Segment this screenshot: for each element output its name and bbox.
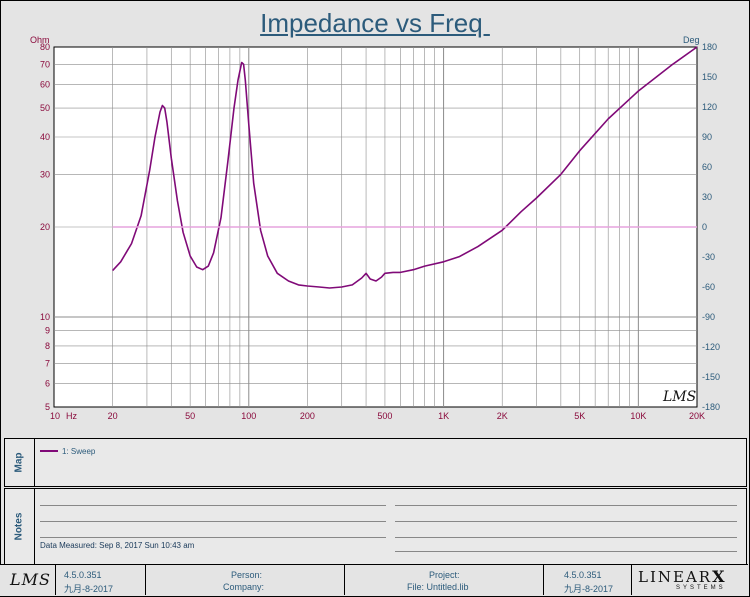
- y-left-tick-label: 60: [40, 79, 50, 89]
- x-tick-label: 1K: [438, 411, 449, 421]
- y-right-tick-label: 150: [702, 72, 717, 82]
- footer-bar: [0, 564, 748, 596]
- y-left-tick-label: 9: [45, 326, 50, 336]
- y-left-tick-label: 30: [40, 169, 50, 179]
- x-tick-label: 20: [108, 411, 118, 421]
- y-right-tick-label: 0: [702, 222, 707, 232]
- x-tick-label: 20K: [689, 411, 705, 421]
- y-right-tick-label: -60: [702, 282, 715, 292]
- y-right-tick-label: -120: [702, 342, 720, 352]
- linearx-logo: LINEARX SYSTEMS: [631, 565, 748, 595]
- note-line[interactable]: [40, 537, 386, 538]
- note-line[interactable]: [395, 551, 737, 552]
- notes-panel-label: Notes: [13, 512, 25, 541]
- chart-area: 5 6 7 8 9 10 20 30 40 50 60 70 80 180 150 120 90 60 30 0 -30…: [30, 35, 720, 421]
- legend-entry[interactable]: 1: Sweep: [40, 445, 95, 457]
- footer-project-cell: Project: File: Untitled.lib: [344, 565, 543, 595]
- y-left-tick-label: 70: [40, 59, 50, 69]
- footer-version-left: 4.5.0.351: [64, 570, 102, 580]
- y-left-tick-label: 7: [45, 358, 50, 368]
- note-line[interactable]: [395, 521, 737, 522]
- y-right-axis-label: Deg: [683, 35, 700, 45]
- y-right-tick-label: -150: [702, 372, 720, 382]
- y-left-tick-label: 40: [40, 132, 50, 142]
- x-tick-label: 5K: [574, 411, 585, 421]
- notes-panel: [4, 488, 747, 565]
- map-panel-label: Map: [13, 452, 25, 473]
- y-right-tick-label: -90: [702, 312, 715, 322]
- y-left-tick-label: 80: [40, 42, 50, 52]
- y-left-tick-label: 5: [45, 402, 50, 412]
- legend-label: 1: Sweep: [62, 446, 96, 456]
- person-label: Person:: [231, 570, 263, 580]
- footer-person-cell: Person: Company:: [145, 565, 344, 595]
- brand-subtitle: SYSTEMS: [676, 585, 726, 591]
- impedance-line: [112, 46, 698, 289]
- y-right-tick-label: 90: [702, 132, 712, 142]
- chart-title: Impedance vs Freq: [260, 8, 490, 38]
- x-unit-label: Hz: [66, 411, 77, 421]
- y-right-tick-label: 180: [702, 42, 717, 52]
- note-line[interactable]: [395, 537, 737, 538]
- x-tick-label: 2K: [497, 411, 508, 421]
- project-label: Project:: [429, 570, 460, 580]
- y-left-tick-label: 6: [45, 378, 50, 388]
- map-panel: [4, 438, 747, 487]
- y-right-tick-label: -180: [702, 402, 720, 412]
- note-line[interactable]: [40, 521, 386, 522]
- company-label: Company:: [223, 582, 265, 592]
- y-right-tick-label: 30: [702, 192, 712, 202]
- y-right-tick-label: 120: [702, 102, 717, 112]
- x-tick-label: 200: [300, 411, 315, 421]
- brand-name: LINEAR: [638, 568, 713, 586]
- legend-swatch: [40, 450, 58, 452]
- x-tick-label: 10K: [630, 411, 646, 421]
- brand-x: X: [712, 567, 725, 586]
- date-measured: Data Measured: Sep 8, 2017 Sun 10:43 am: [40, 541, 195, 550]
- footer-version-right: 4.5.0.351: [564, 570, 602, 580]
- footer-date-left: 九月-8-2017: [64, 584, 114, 594]
- y-left-axis-label: Ohm: [30, 35, 50, 45]
- y-left-tick-label: 50: [40, 103, 50, 113]
- file-label: File: Untitled.lib: [407, 582, 469, 592]
- x-tick-label: 10: [50, 411, 60, 421]
- y-left-tick-label: 20: [40, 222, 50, 232]
- y-left-tick-label: 8: [45, 341, 50, 351]
- footer-date-right: 九月-8-2017: [564, 584, 614, 594]
- note-line[interactable]: [395, 505, 737, 506]
- footer-version-cell-right: 4.5.0.351 九月-8-2017: [543, 565, 631, 595]
- notes-panel-label-box: Notes: [4, 488, 35, 565]
- footer-version-cell-left: 4.5.0.351 九月-8-2017: [55, 565, 145, 595]
- note-line[interactable]: [40, 505, 386, 506]
- map-panel-label-box: Map: [4, 438, 35, 487]
- lms-logo-left: LMS: [10, 570, 51, 589]
- x-tick-label: 50: [185, 411, 195, 421]
- x-tick-label: 500: [377, 411, 392, 421]
- y-right-tick-label: 60: [702, 162, 712, 172]
- y-right-tick-label: -30: [702, 252, 715, 262]
- y-left-tick-label: 10: [40, 312, 50, 322]
- x-tick-label: 100: [241, 411, 256, 421]
- lms-watermark: LMS: [662, 389, 696, 405]
